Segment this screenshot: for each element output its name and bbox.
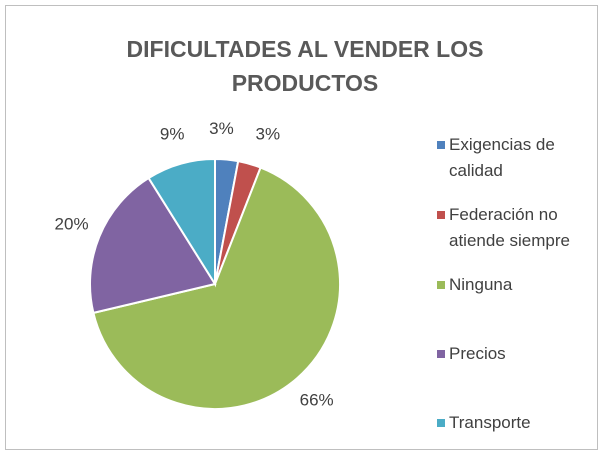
legend-swatch — [437, 281, 445, 289]
data-label: 9% — [160, 125, 185, 144]
legend-label: Ninguna — [449, 275, 513, 294]
legend-swatch — [437, 211, 445, 219]
legend-label: Transporte — [449, 413, 531, 432]
data-label: 3% — [209, 119, 234, 138]
chart-title: DIFICULTADES AL VENDER LOS PRODUCTOS — [126, 36, 484, 96]
data-label: 3% — [256, 125, 281, 144]
data-label: 66% — [300, 390, 334, 409]
legend-swatch — [437, 141, 445, 149]
legend-label: Federación no atiende siempre — [449, 205, 570, 250]
pie-slice — [147, 157, 216, 288]
legend-swatch — [437, 350, 445, 358]
pie-slice — [89, 176, 217, 315]
legend-label: Precios — [449, 344, 506, 363]
legend-label: Exigencias de calidad — [449, 135, 555, 180]
legend-swatch — [437, 419, 445, 427]
pie-slice — [92, 166, 341, 410]
data-label: 20% — [55, 215, 89, 234]
